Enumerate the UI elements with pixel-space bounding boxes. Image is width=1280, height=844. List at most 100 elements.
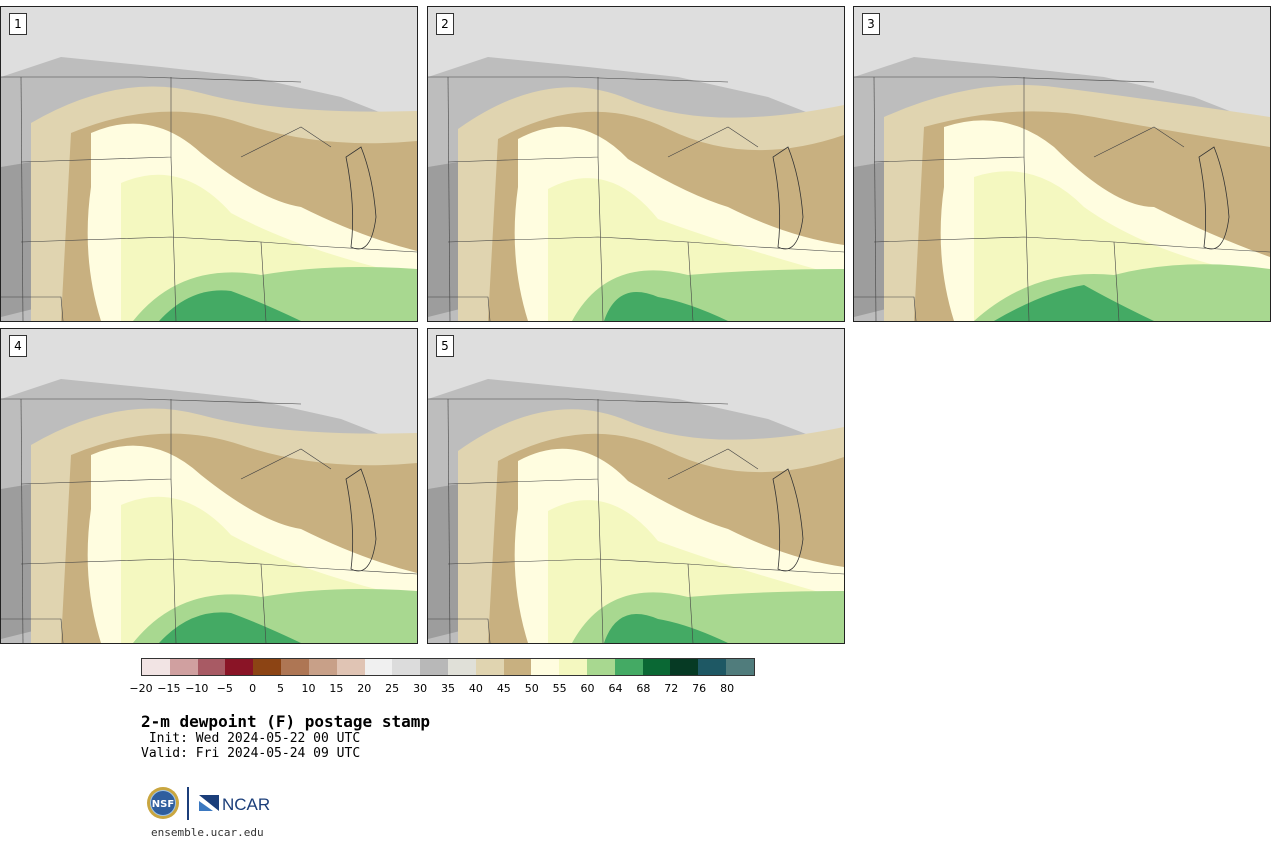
- dewpoint-35-region: [1, 329, 417, 449]
- colorbar-swatch: [559, 659, 587, 675]
- colorbar-tick-label: 60: [580, 682, 595, 695]
- state-border: [447, 398, 451, 643]
- dewpoint-35-region: [1, 7, 417, 127]
- state-border: [854, 76, 1155, 83]
- colorbar-swatch: [475, 659, 504, 675]
- colorbar-tick-label: 35: [441, 682, 455, 695]
- colorbar-swatch: [447, 659, 476, 675]
- state-border: [428, 398, 729, 405]
- dewpoint-colorbar: [141, 658, 755, 676]
- colorbar-swatch: [420, 659, 448, 675]
- colorbar-tick-label: 30: [413, 682, 428, 695]
- state-border: [447, 76, 451, 321]
- state-border: [597, 478, 604, 643]
- dewpoint-64-region: [604, 614, 728, 643]
- colorbar-tick-label: 55: [552, 682, 567, 695]
- lake-outline: [772, 146, 804, 250]
- colorbar-swatch: [698, 659, 727, 675]
- dewpoint-map-1: [1, 7, 417, 321]
- colorbar-swatch: [642, 659, 671, 675]
- state-border: [687, 241, 694, 321]
- colorbar-swatch: [587, 659, 615, 675]
- dewpoint-64-region: [604, 292, 728, 321]
- state-border: [873, 76, 877, 321]
- state-border: [260, 241, 267, 321]
- state-border: [170, 156, 177, 321]
- dewpoint-35-region: [428, 7, 844, 127]
- colorbar-tick-label: 0: [249, 682, 257, 695]
- panel-number-3: 3: [862, 13, 880, 35]
- colorbar-tick-label: 68: [636, 682, 651, 695]
- state-border: [1, 76, 302, 83]
- state-border: [240, 126, 332, 158]
- colorbar-tick-label: −5: [216, 682, 233, 695]
- state-border: [1, 296, 64, 321]
- state-border: [20, 236, 332, 248]
- postage-stamp-map-2: 2: [427, 6, 845, 322]
- colorbar-swatch: [253, 659, 282, 675]
- lake-outline: [1198, 146, 1230, 250]
- logo-divider: [187, 787, 189, 820]
- colorbar-tick-label: −20: [129, 682, 153, 695]
- state-border: [597, 156, 604, 321]
- colorbar-swatch: [308, 659, 337, 675]
- colorbar-swatch: [197, 659, 226, 675]
- colorbar-swatch: [670, 659, 699, 675]
- colorbar-tick-label: 15: [329, 682, 344, 695]
- dewpoint-map-3: [854, 7, 1270, 321]
- state-border: [170, 478, 177, 643]
- dewpoint-64-region: [994, 285, 1154, 321]
- state-border: [854, 296, 917, 321]
- state-border: [873, 236, 1185, 248]
- colorbar-tick-label: −10: [185, 682, 209, 695]
- colorbar-tick-label: 45: [496, 682, 511, 695]
- state-border: [1, 398, 302, 405]
- state-border: [330, 246, 417, 253]
- ncar-logo-icon: NCAR: [199, 795, 270, 814]
- valid-time: Valid: Fri 2024-05-24 09 UTC: [141, 746, 361, 761]
- colorbar-swatch: [225, 659, 254, 675]
- postage-stamp-map-5: 5: [427, 328, 845, 644]
- colorbar-tick-label: 50: [524, 682, 539, 695]
- colorbar-tick-label: 25: [385, 682, 400, 695]
- postage-stamp-map-1: 1: [0, 6, 418, 322]
- state-border: [20, 558, 332, 570]
- panel-number-2: 2: [436, 13, 454, 35]
- state-border: [240, 448, 332, 480]
- panel-number-1: 1: [9, 13, 27, 35]
- state-border: [428, 296, 491, 321]
- dewpoint-map-2: [428, 7, 844, 321]
- state-border: [1, 618, 64, 643]
- init-time: Init: Wed 2024-05-22 00 UTC: [141, 731, 361, 746]
- colorbar-tick-label: 20: [357, 682, 372, 695]
- dewpoint-35-region: [854, 7, 1270, 127]
- state-border: [1023, 156, 1030, 321]
- postage-stamp-map-3: 3: [853, 6, 1271, 322]
- website-url: ensemble.ucar.edu: [151, 826, 264, 839]
- state-border: [428, 76, 729, 83]
- dewpoint-map-5: [428, 329, 844, 643]
- colorbar-tick-label: −15: [157, 682, 181, 695]
- state-border: [260, 563, 267, 643]
- state-border: [757, 246, 844, 253]
- colorbar-swatch: [392, 659, 421, 675]
- panel-number-5: 5: [436, 335, 454, 357]
- state-border: [20, 398, 24, 643]
- colorbar-swatch: [281, 659, 309, 675]
- panel-number-4: 4: [9, 335, 27, 357]
- lake-outline: [345, 146, 377, 250]
- state-border: [1093, 126, 1185, 158]
- colorbar-swatch: [531, 659, 560, 675]
- lake-outline: [772, 468, 804, 572]
- state-border: [667, 448, 759, 480]
- nsf-logo-text: NSF: [152, 799, 174, 810]
- colorbar-tick-label: 64: [608, 682, 623, 695]
- dewpoint-35-region: [428, 329, 844, 449]
- state-border: [447, 236, 759, 248]
- state-border: [757, 568, 844, 575]
- colorbar-swatch: [503, 659, 532, 675]
- colorbar-swatch: [614, 659, 643, 675]
- nsf-logo-icon: NSF: [147, 787, 179, 819]
- colorbar-tick-label: 5: [277, 682, 285, 695]
- colorbar-swatch: [336, 659, 365, 675]
